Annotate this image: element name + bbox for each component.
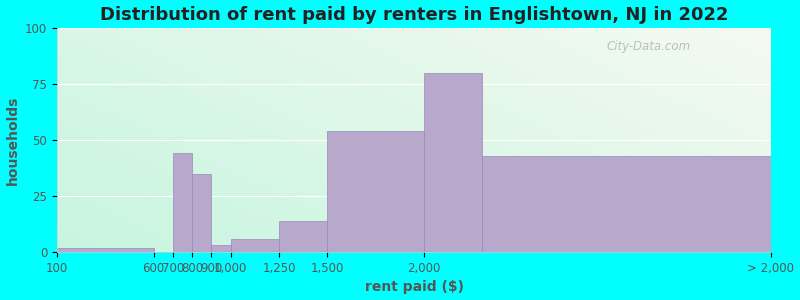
X-axis label: rent paid ($): rent paid ($)	[365, 280, 463, 294]
Bar	[327, 131, 424, 252]
Bar	[173, 154, 192, 252]
Bar	[424, 73, 482, 252]
Text: City-Data.com: City-Data.com	[606, 40, 691, 53]
Bar	[230, 239, 279, 252]
Bar	[192, 174, 211, 252]
Bar	[211, 245, 230, 252]
Bar	[482, 156, 771, 252]
Bar	[57, 248, 154, 252]
Title: Distribution of rent paid by renters in Englishtown, NJ in 2022: Distribution of rent paid by renters in …	[100, 6, 728, 24]
Bar	[279, 221, 327, 252]
Y-axis label: households: households	[6, 95, 19, 185]
